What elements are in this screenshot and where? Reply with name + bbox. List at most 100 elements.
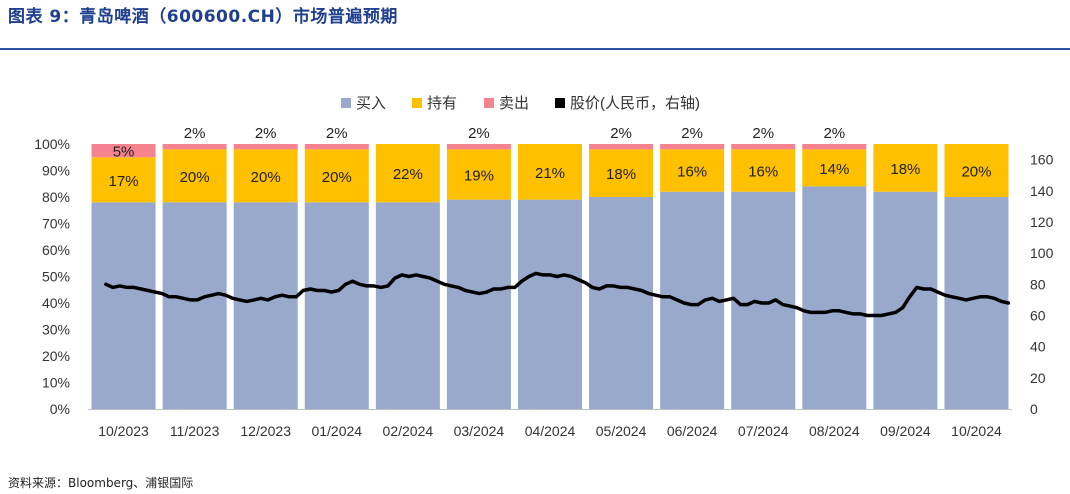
bar-segment [162,202,227,409]
bar-data-label: 2% [468,125,490,142]
bar-segment [589,144,654,150]
x-tick-label: 01/2024 [311,423,362,439]
legend-swatch [412,98,422,108]
y-right-tick-label: 100 [1030,245,1054,261]
bar-data-label: 17% [109,173,139,190]
x-tick-label: 11/2023 [170,423,220,439]
bar-data-label: 2% [255,125,277,142]
legend-swatch [555,98,565,108]
chart-legend: 买入 持有 卖出 股价(人民币，右轴) [341,95,700,112]
x-tick-label: 10/2024 [951,423,1002,439]
bar-layer [91,144,1009,409]
y-left-tick-label: 90% [42,163,70,179]
bar-segment [518,144,582,200]
bar-segment [873,144,938,192]
bar-data-label: 20% [322,169,352,186]
bar-data-label: 20% [251,169,281,186]
x-tick-label: 02/2024 [383,423,434,439]
bar-data-label: 21% [535,165,565,182]
x-tick-label: 03/2024 [454,423,505,439]
bar-data-label: 19% [464,167,494,184]
bar-segment [162,144,227,150]
y-right-tick-label: 60 [1030,307,1046,323]
bar-segment [91,157,156,203]
stacked-bar-line-chart: 买入 持有 卖出 股价(人民币，右轴) 17% 5% 20% 2% 20% 2% 20% 2% 22%… [34,95,1053,439]
legend-label: 股价(人民币，右轴) [570,95,700,112]
bar-data-label: 2% [752,125,774,142]
bar-data-label: 2% [681,125,703,142]
bar-segment [589,197,654,409]
legend-swatch [484,98,494,108]
figure-title: 图表 9：青岛啤酒（600600.CH）市场普遍预期 [8,7,398,27]
y-right-tick-label: 20 [1030,370,1046,386]
y-left-tick-label: 40% [42,295,70,311]
y-left-tick-label: 50% [42,269,70,285]
bar-segment [731,144,796,150]
bar-segment [233,149,298,203]
bar-data-label: 16% [748,164,778,181]
y-left-tick-label: 100% [34,136,70,152]
bar-segment [304,202,369,409]
bar-segment [660,144,725,150]
bar-segment [589,149,654,197]
bar-data-label: 2% [326,125,348,142]
bar-data-label: 14% [819,161,849,178]
legend-label: 卖出 [499,95,529,112]
bar-segment [731,191,796,409]
bar-segment [304,149,369,203]
bar-data-label: 2% [610,125,632,142]
bar-data-label: 2% [823,125,845,142]
y-right-tick-label: 80 [1030,276,1046,292]
price-line-layer [104,271,1011,318]
bar-data-label: 5% [113,144,135,161]
bar-segment [375,144,440,203]
bar-segment [233,202,298,409]
y-right-tick-label: 40 [1030,339,1046,355]
y-right-tick-label: 0 [1030,401,1038,417]
x-tick-label: 05/2024 [596,423,647,439]
y-left-tick-label: 0% [50,401,70,417]
x-tick-label: 10/2023 [98,423,149,439]
bar-segment [802,144,867,150]
x-tick-label: 12/2023 [240,423,291,439]
bar-segment [944,197,1009,409]
bar-segment [91,144,156,158]
x-tick-label: 09/2024 [880,423,931,439]
bar-segment [446,144,511,150]
bar-segment [446,199,511,409]
y-left-tick-label: 20% [42,348,70,364]
bar-data-label: 16% [677,164,707,181]
bar-segment [660,149,725,192]
x-tick-label: 06/2024 [667,423,718,439]
bar-segment [91,202,156,409]
y-left-tick-label: 30% [42,322,70,338]
legend-swatch [341,98,351,108]
y-left-tick-label: 70% [42,216,70,232]
bar-data-label: 18% [890,161,920,178]
legend-label: 持有 [427,95,457,112]
y-left-tick-label: 60% [42,242,70,258]
bar-data-label: 2% [184,125,206,142]
y-left-tick-label: 10% [42,375,70,391]
title-divider [0,48,1070,50]
bar-segment [731,149,796,192]
y-right-tick-label: 140 [1030,183,1054,199]
bar-segment [162,149,227,203]
bar-segment [304,144,369,150]
y-right-tick-label: 160 [1030,152,1054,168]
x-tick-label: 07/2024 [738,423,789,439]
bar-segment [944,144,1009,197]
bar-segment [375,202,440,409]
bar-data-label: 20% [180,169,210,186]
legend-label: 买入 [356,95,386,112]
bar-data-label: 18% [606,166,636,183]
price-line [104,271,1011,318]
bar-data-label: 20% [961,164,991,181]
axes-layer: 10/2023 11/2023 12/2023 01/2024 02/2024 03/20… [34,136,1053,439]
bar-label-layer: 17% 5% 20% 2% 20% 2% 20% 2% 22% 19% 2% 21% 18% 2% 16% 2… [109,125,992,190]
bar-segment [802,186,867,409]
bar-segment [802,149,867,187]
bar-segment [233,144,298,150]
y-right-tick-label: 120 [1030,214,1054,230]
y-left-tick-label: 80% [42,189,70,205]
